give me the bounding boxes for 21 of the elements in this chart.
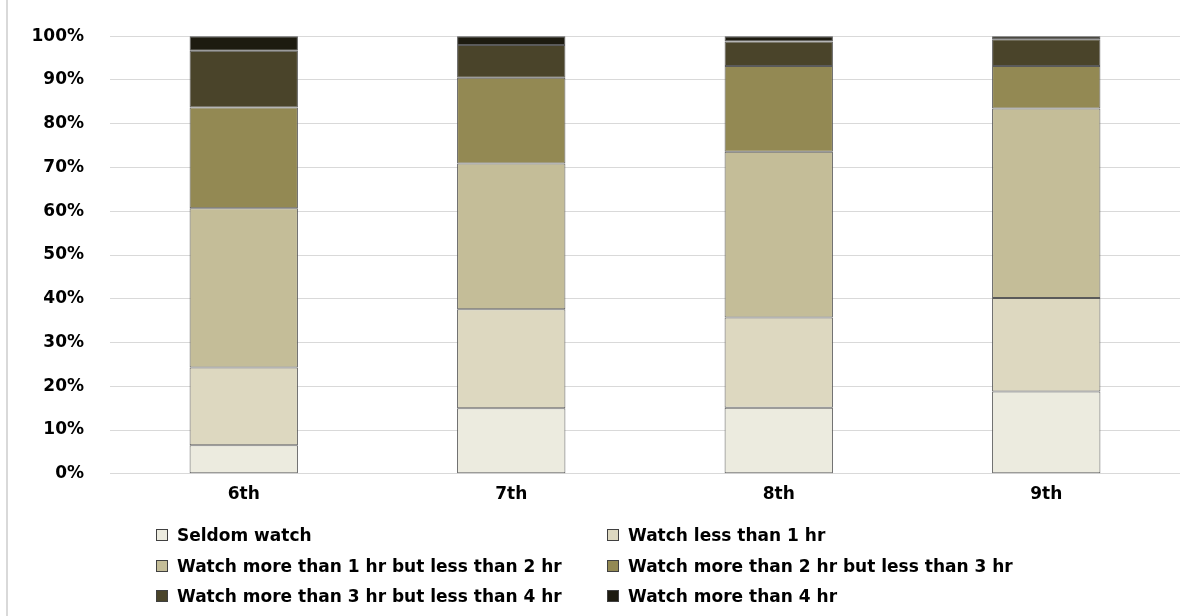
- legend-label: Watch more than 3 hr but less than 4 hr: [177, 586, 562, 607]
- legend-label: Watch more than 1 hr but less than 2 hr: [177, 555, 562, 576]
- y-tick-label: 20%: [43, 374, 84, 395]
- x-tick-label: 8th: [762, 483, 795, 504]
- y-tick-label: 90%: [43, 68, 84, 89]
- y-tick-label: 50%: [43, 243, 84, 264]
- legend-label: Seldom watch: [177, 525, 312, 546]
- y-tick-label: 10%: [43, 418, 84, 439]
- x-tick-label: 9th: [1030, 483, 1063, 504]
- y-tick-label: 70%: [43, 155, 84, 176]
- legend-label: Watch more than 2 hr but less than 3 hr: [628, 555, 1013, 576]
- y-tick-label: 100%: [31, 24, 84, 45]
- legend-label: Watch less than 1 hr: [628, 525, 826, 546]
- x-tick-label: 6th: [227, 483, 260, 504]
- y-tick-label: 60%: [43, 199, 84, 220]
- legend-label: Watch more than 4 hr: [628, 586, 838, 607]
- y-tick-label: 80%: [43, 112, 84, 133]
- y-tick-label: 40%: [43, 287, 84, 308]
- y-tick-label: 0%: [55, 462, 84, 483]
- y-tick-label: 30%: [43, 330, 84, 351]
- x-tick-label: 7th: [495, 483, 528, 504]
